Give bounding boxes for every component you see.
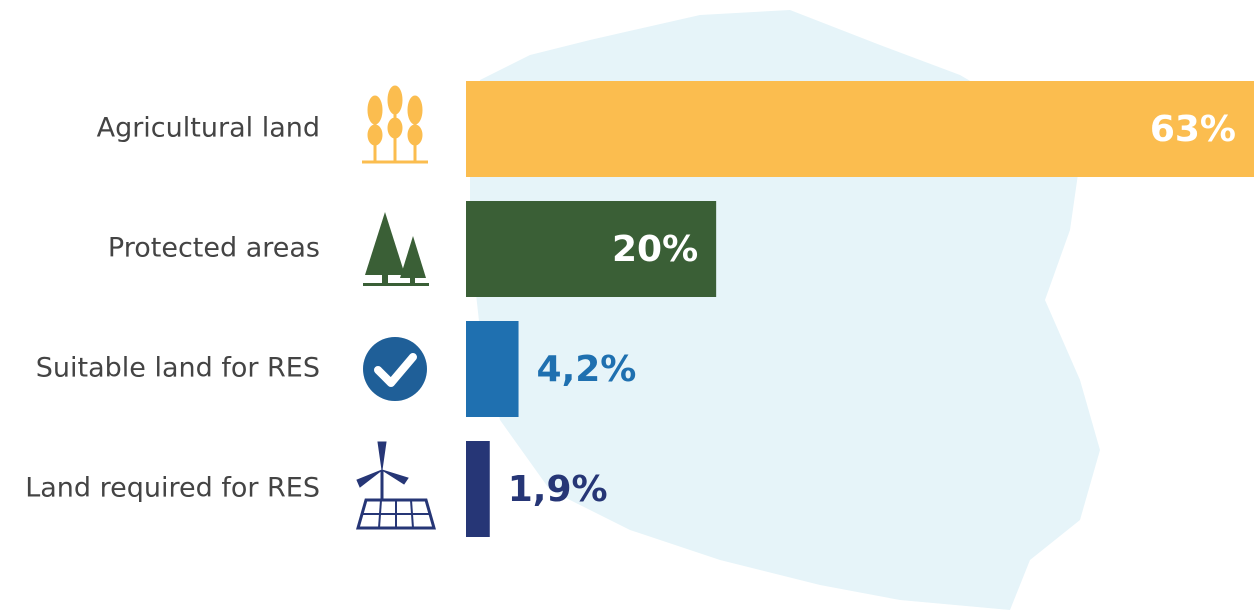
- category-label: Land required for RES: [25, 473, 320, 504]
- icon-trees: [363, 212, 429, 286]
- bar: [466, 201, 717, 297]
- category-label: Agricultural land: [97, 113, 320, 144]
- value-label: 20%: [612, 229, 698, 270]
- bar: [466, 321, 519, 417]
- bar: [466, 81, 1254, 177]
- bar: [466, 441, 490, 537]
- value-label: 1,9%: [508, 469, 608, 510]
- category-label: Protected areas: [108, 233, 320, 264]
- value-label: 4,2%: [537, 349, 637, 390]
- category-label: Suitable land for RES: [36, 353, 320, 384]
- value-label: 63%: [1150, 109, 1236, 150]
- icon-wind-solar: [356, 441, 436, 530]
- icon-wheat: [362, 85, 428, 164]
- icon-check: [363, 337, 427, 401]
